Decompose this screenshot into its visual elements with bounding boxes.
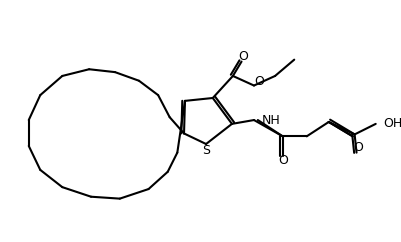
Text: O: O [352,141,363,154]
Text: O: O [277,154,287,167]
Text: O: O [253,75,263,88]
Text: S: S [202,144,210,157]
Text: NH: NH [261,113,280,127]
Text: OH: OH [383,117,401,130]
Text: O: O [238,50,248,63]
